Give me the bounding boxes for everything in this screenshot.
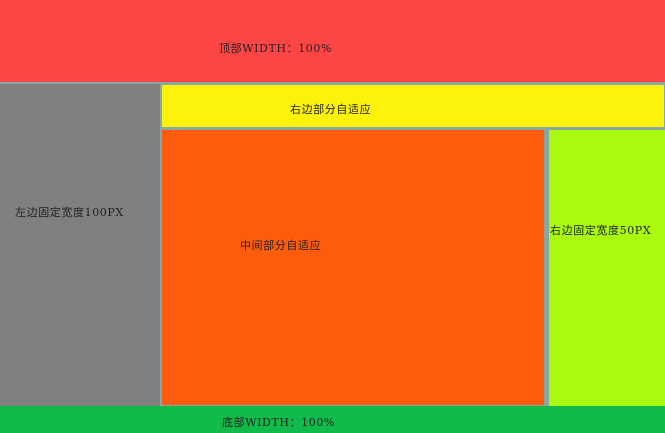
right-fixed-region — [549, 130, 665, 406]
right-adaptive-region — [162, 85, 664, 127]
middle-adaptive-region-label: 中间部分自适应 — [240, 239, 322, 252]
left-fixed-region-label: 左边固定宽度100PX — [15, 206, 124, 219]
bottom-region — [0, 406, 665, 433]
top-region — [0, 0, 665, 82]
top-region-label: 顶部WIDTH：100% — [219, 42, 333, 55]
bottom-region-label: 底部WIDTH：100% — [222, 416, 336, 429]
right-adaptive-region-label: 右边部分自适应 — [290, 103, 372, 116]
left-fixed-region — [0, 84, 160, 406]
middle-adaptive-region — [162, 130, 544, 405]
right-fixed-region-label: 右边固定宽度50PX — [550, 224, 652, 237]
